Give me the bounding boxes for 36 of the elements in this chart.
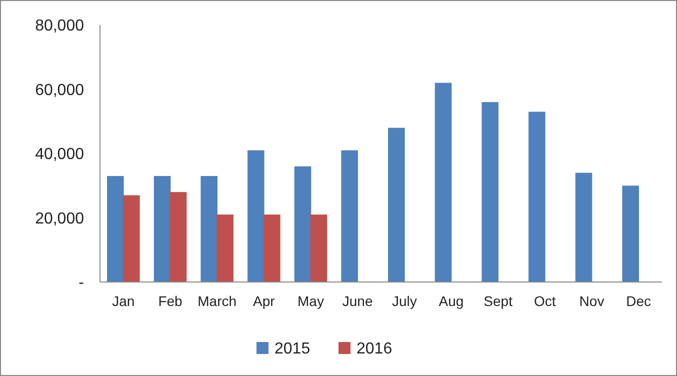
x-tick-label: Sept <box>484 293 513 309</box>
bar <box>107 176 124 282</box>
bar <box>123 195 140 282</box>
x-tick-label: July <box>392 293 417 309</box>
x-tick-label: Oct <box>534 293 556 309</box>
y-tick-label: 40,000 <box>35 146 84 164</box>
bar <box>528 112 546 282</box>
x-tick-label: Feb <box>158 293 183 309</box>
x-tick-label: May <box>298 293 324 309</box>
x-tick-label: Aug <box>438 293 464 309</box>
x-tick-label: Dec <box>626 293 652 309</box>
bar <box>294 166 312 282</box>
y-tick-label: 60,000 <box>35 82 84 99</box>
bar <box>388 128 405 282</box>
bar <box>341 150 358 282</box>
bar <box>264 214 280 282</box>
bar <box>434 82 452 282</box>
bar <box>154 176 171 282</box>
bar <box>170 192 187 282</box>
y-tick-label: - <box>78 274 84 292</box>
legend-label: 2016 <box>356 340 392 358</box>
x-tick-label: Jan <box>112 293 135 309</box>
x-tick-label: June <box>342 293 373 309</box>
x-tick-label: Apr <box>253 293 276 309</box>
x-tick-label: Nov <box>579 293 604 309</box>
y-tick-label: 80,000 <box>35 18 84 35</box>
bar <box>248 150 264 282</box>
bar <box>310 214 328 282</box>
bar <box>216 214 234 282</box>
y-tick-label: 20,000 <box>35 210 84 228</box>
legend-label: 2015 <box>274 340 310 358</box>
bar <box>575 172 592 282</box>
x-tick-label: March <box>198 293 237 309</box>
bar <box>200 176 218 282</box>
bar <box>622 186 639 282</box>
bar <box>482 102 498 282</box>
